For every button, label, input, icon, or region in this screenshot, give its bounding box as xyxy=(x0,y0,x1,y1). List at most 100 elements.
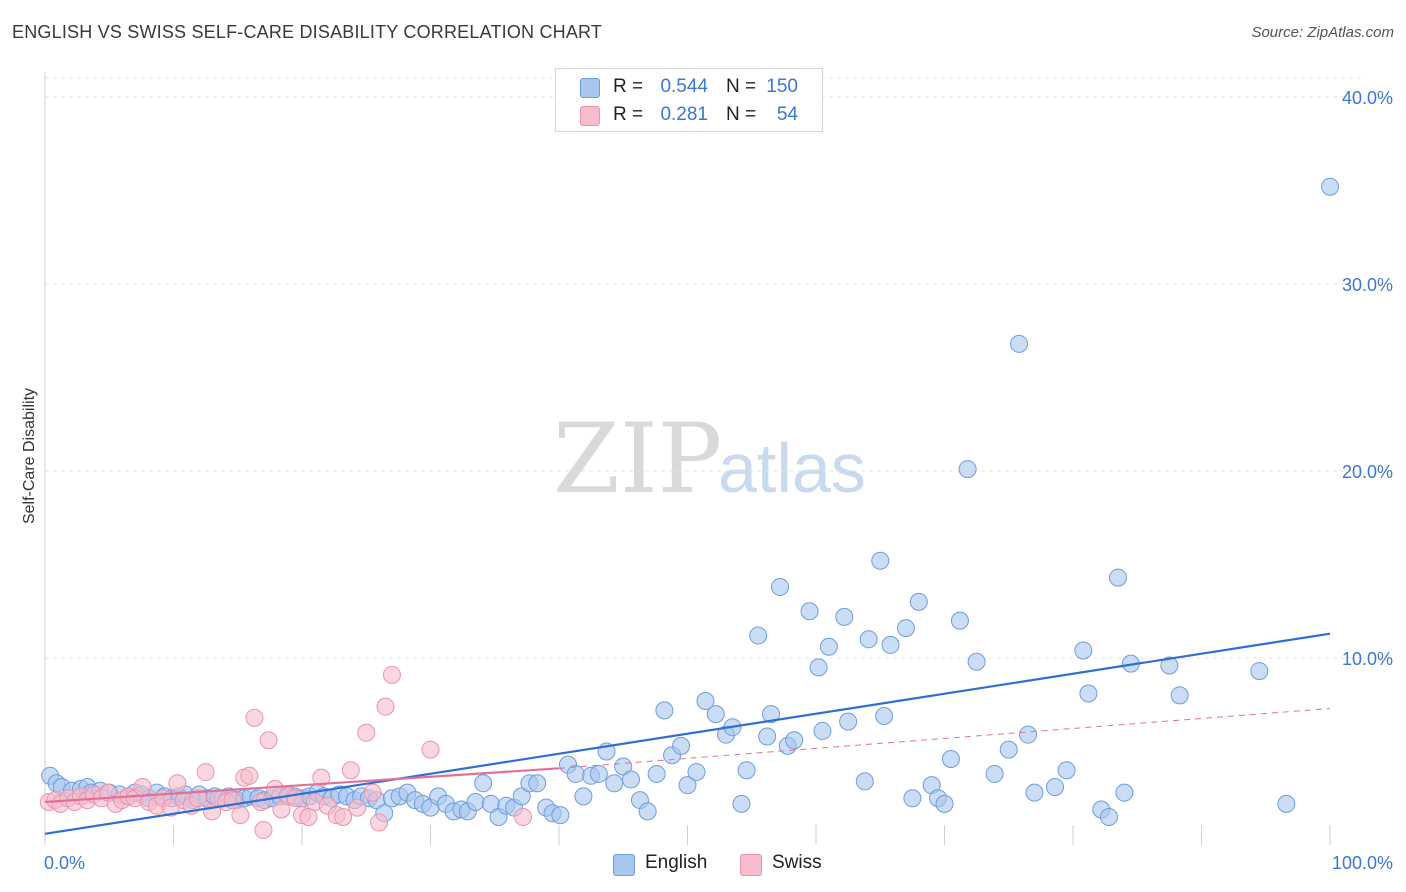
english-point xyxy=(678,776,697,795)
swiss-point xyxy=(363,783,382,802)
english-r-label: R = xyxy=(613,76,644,97)
swiss-point xyxy=(245,708,264,727)
swiss-point xyxy=(259,731,278,750)
english-point xyxy=(809,658,828,677)
english-point xyxy=(1019,725,1038,744)
english-point xyxy=(985,764,1004,783)
english-point xyxy=(935,794,954,813)
english-point xyxy=(1250,662,1269,681)
english-point xyxy=(881,635,900,654)
swiss-point xyxy=(334,807,353,826)
english-point xyxy=(1025,783,1044,802)
swiss-point xyxy=(231,806,250,825)
english-point xyxy=(566,764,585,783)
english-point xyxy=(771,577,790,596)
swiss-point xyxy=(133,778,152,797)
english-point xyxy=(800,602,819,621)
english-point xyxy=(1079,684,1098,703)
legend-row-swiss: R = 0.281 N = 54 xyxy=(556,101,822,129)
swiss-point xyxy=(254,821,273,840)
swiss-point xyxy=(240,766,259,785)
english-point xyxy=(605,774,624,793)
swiss-swatch xyxy=(580,106,600,126)
swiss-legend-label: Swiss xyxy=(772,852,822,873)
english-point xyxy=(474,774,493,793)
english-point xyxy=(589,764,608,783)
english-point xyxy=(687,763,706,782)
english-point xyxy=(1099,807,1118,826)
english-point xyxy=(706,705,725,724)
english-point xyxy=(1115,783,1134,802)
x-tick-label-max: 100.0% xyxy=(1332,853,1393,873)
english-point xyxy=(672,736,691,755)
swiss-legend-swatch xyxy=(740,854,762,876)
swiss-point xyxy=(299,807,318,826)
watermark-zip: ZIP xyxy=(553,403,722,515)
english-point xyxy=(813,721,832,740)
english-point xyxy=(638,802,657,821)
y-tick-label: 10.0% xyxy=(1342,649,1393,669)
y-tick-label: 40.0% xyxy=(1342,88,1393,108)
english-point xyxy=(839,712,858,731)
english-point xyxy=(1170,686,1189,705)
english-point xyxy=(528,774,547,793)
english-point xyxy=(466,792,485,811)
english-point xyxy=(819,637,838,656)
english-point xyxy=(1108,568,1127,587)
english-point xyxy=(855,772,874,791)
english-point xyxy=(551,806,570,825)
english-point xyxy=(647,764,666,783)
swiss-point xyxy=(188,789,207,808)
english-n-value: 150 xyxy=(766,76,798,97)
english-point xyxy=(871,551,890,570)
swiss-r-label: R = xyxy=(613,104,644,125)
swiss-point xyxy=(168,774,187,793)
chart-source: Source: ZipAtlas.com xyxy=(1251,24,1394,41)
x-tick-label-min: 0.0% xyxy=(44,853,85,873)
swiss-r-value: 0.281 xyxy=(660,104,708,125)
swiss-trend-extrapolation xyxy=(558,707,1331,769)
english-point xyxy=(950,611,969,630)
english-point xyxy=(903,789,922,808)
english-point xyxy=(967,652,986,671)
english-point xyxy=(941,749,960,768)
english-point xyxy=(896,619,915,638)
english-point xyxy=(1160,656,1179,675)
english-point xyxy=(859,630,878,649)
english-point xyxy=(1321,177,1339,196)
english-point xyxy=(762,705,781,724)
swiss-point xyxy=(421,740,440,759)
y-tick-label: 20.0% xyxy=(1342,462,1393,482)
correlation-legend: R = 0.544 N = 150 R = 0.281 N = 54 xyxy=(555,68,823,132)
swiss-point xyxy=(286,789,305,808)
swiss-point xyxy=(357,723,376,742)
swiss-point xyxy=(382,665,401,684)
english-point xyxy=(1277,794,1296,813)
y-axis-label: Self-Care Disability xyxy=(21,388,38,524)
english-point xyxy=(785,731,804,750)
swiss-point xyxy=(312,768,331,787)
swiss-n-label: N = xyxy=(726,104,757,125)
y-tick-label: 30.0% xyxy=(1342,275,1393,295)
swiss-n-value: 54 xyxy=(776,104,798,125)
swiss-point xyxy=(370,813,389,832)
english-point xyxy=(749,626,768,645)
english-point xyxy=(835,607,854,626)
swiss-point xyxy=(376,697,395,716)
english-point xyxy=(875,706,894,725)
english-point xyxy=(737,761,756,780)
english-point xyxy=(1010,334,1029,353)
english-point xyxy=(999,740,1018,759)
chart-title: ENGLISH VS SWISS SELF-CARE DISABILITY CO… xyxy=(12,22,603,42)
english-swatch xyxy=(580,78,600,98)
english-legend-swatch xyxy=(613,854,635,876)
english-point xyxy=(1046,778,1065,797)
swiss-trend-line xyxy=(44,767,560,804)
english-point xyxy=(574,787,593,806)
english-legend-label: English xyxy=(645,852,708,873)
english-trend-line xyxy=(44,632,1331,835)
english-r-value: 0.544 xyxy=(660,76,708,97)
english-point xyxy=(758,727,777,746)
swiss-point xyxy=(514,807,533,826)
